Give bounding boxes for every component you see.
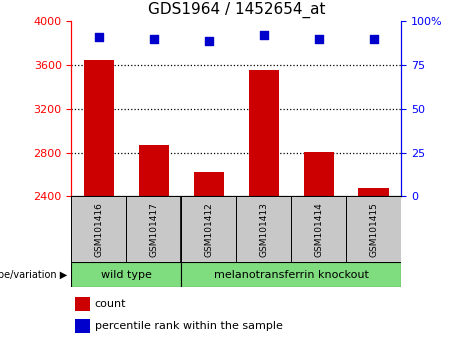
Text: wild type: wild type xyxy=(101,270,152,280)
Bar xyxy=(75,297,89,311)
Text: percentile rank within the sample: percentile rank within the sample xyxy=(95,321,283,331)
Bar xyxy=(194,172,224,196)
Text: GSM101412: GSM101412 xyxy=(204,202,213,257)
Bar xyxy=(346,196,401,262)
Point xyxy=(205,38,213,43)
Bar xyxy=(181,196,236,262)
Bar xyxy=(71,196,126,262)
Bar xyxy=(359,188,389,196)
Bar xyxy=(248,70,279,196)
Bar xyxy=(236,196,291,262)
Point xyxy=(260,33,267,38)
Point xyxy=(95,34,103,40)
Bar xyxy=(291,196,346,262)
Text: GSM101415: GSM101415 xyxy=(369,202,378,257)
Bar xyxy=(75,319,89,333)
Bar xyxy=(181,262,401,287)
Text: count: count xyxy=(95,299,126,309)
Point xyxy=(370,36,377,42)
Point xyxy=(315,36,322,42)
Text: GSM101414: GSM101414 xyxy=(314,202,323,257)
Bar xyxy=(126,196,181,262)
Text: GSM101416: GSM101416 xyxy=(95,202,103,257)
Bar xyxy=(303,152,334,196)
Text: GSM101413: GSM101413 xyxy=(259,202,268,257)
Bar xyxy=(139,145,169,196)
Title: GDS1964 / 1452654_at: GDS1964 / 1452654_at xyxy=(148,2,325,18)
Point xyxy=(150,36,158,42)
Text: genotype/variation ▶: genotype/variation ▶ xyxy=(0,270,67,280)
Text: melanotransferrin knockout: melanotransferrin knockout xyxy=(214,270,369,280)
Bar xyxy=(84,59,114,196)
Text: GSM101417: GSM101417 xyxy=(149,202,159,257)
Bar xyxy=(71,262,181,287)
